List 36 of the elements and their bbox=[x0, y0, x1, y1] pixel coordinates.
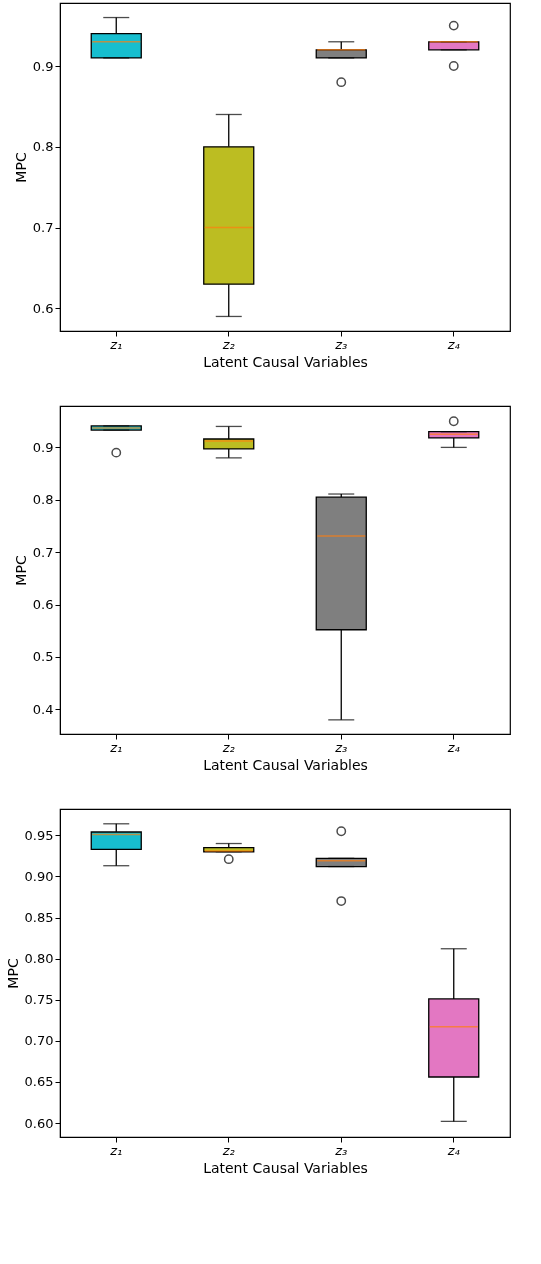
y-tick-label: 0.85 bbox=[24, 910, 54, 926]
x-tick-label: z₄ bbox=[446, 1142, 461, 1158]
y-axis-title: MPC bbox=[4, 958, 21, 989]
y-tick-label: 0.60 bbox=[24, 1115, 54, 1131]
y-tick-label: 0.5 bbox=[32, 649, 54, 665]
y-tick-label: 0.80 bbox=[24, 951, 54, 967]
y-tick-label: 0.8 bbox=[32, 139, 54, 155]
y-tick-label: 0.95 bbox=[24, 827, 54, 843]
x-tick-label: z₁ bbox=[109, 739, 123, 755]
y-tick-label: 0.65 bbox=[24, 1074, 54, 1090]
x-tick-label: z₃ bbox=[334, 1142, 348, 1158]
x-axis-title: Latent Causal Variables bbox=[203, 756, 368, 773]
y-tick-label: 0.7 bbox=[32, 220, 54, 236]
x-axis-title: Latent Causal Variables bbox=[203, 1159, 368, 1176]
y-tick-label: 0.90 bbox=[24, 868, 54, 884]
y-tick-label: 0.6 bbox=[32, 597, 54, 613]
x-tick-label: z₁ bbox=[109, 336, 123, 352]
x-tick-label: z₂ bbox=[221, 739, 235, 755]
y-tick-label: 0.7 bbox=[32, 544, 54, 560]
y-tick-label: 0.6 bbox=[32, 300, 54, 316]
x-tick-label: z₃ bbox=[334, 739, 348, 755]
y-axis-title: MPC bbox=[12, 555, 29, 586]
y-tick-label: 0.4 bbox=[32, 701, 54, 717]
x-tick-label: z₂ bbox=[221, 1142, 235, 1158]
y-tick-label: 0.8 bbox=[32, 492, 54, 508]
y-axis-title: MPC bbox=[12, 152, 29, 183]
x-tick-label: z₄ bbox=[446, 336, 461, 352]
y-tick-label: 0.75 bbox=[24, 992, 54, 1008]
x-tick-label: z₁ bbox=[109, 1142, 123, 1158]
x-tick-label: z₂ bbox=[221, 336, 235, 352]
y-tick-label: 0.9 bbox=[32, 439, 54, 455]
y-tick-label: 0.9 bbox=[32, 58, 54, 74]
x-tick-label: z₄ bbox=[446, 739, 461, 755]
x-axis-title: Latent Causal Variables bbox=[203, 353, 368, 370]
x-tick-label: z₃ bbox=[334, 336, 348, 352]
y-tick-label: 0.70 bbox=[24, 1033, 54, 1049]
